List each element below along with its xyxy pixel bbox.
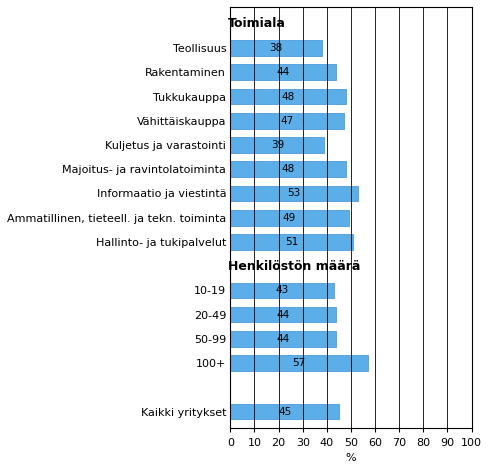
Text: 43: 43 — [275, 285, 288, 295]
Text: 38: 38 — [269, 43, 282, 53]
X-axis label: %: % — [345, 453, 356, 463]
Bar — [230, 404, 338, 419]
Text: 57: 57 — [292, 358, 305, 368]
Bar — [230, 331, 336, 347]
Text: Henkilöstön määrä: Henkilöstön määrä — [227, 259, 360, 273]
Text: 49: 49 — [282, 213, 295, 223]
Text: 48: 48 — [281, 92, 294, 102]
Bar — [230, 307, 336, 322]
Text: 44: 44 — [276, 67, 289, 78]
Text: 44: 44 — [276, 334, 289, 344]
Bar — [230, 40, 322, 56]
Text: 39: 39 — [270, 140, 284, 150]
Bar — [230, 210, 348, 226]
Text: 48: 48 — [281, 164, 294, 174]
Text: 45: 45 — [278, 407, 291, 416]
Bar — [230, 89, 346, 104]
Text: Toimiala: Toimiala — [227, 17, 285, 31]
Text: 44: 44 — [276, 310, 289, 320]
Bar — [230, 137, 324, 153]
Bar — [230, 355, 367, 371]
Bar — [230, 234, 353, 250]
Text: 47: 47 — [280, 116, 293, 126]
Text: 53: 53 — [287, 188, 300, 198]
Bar — [230, 64, 336, 80]
Bar — [230, 161, 346, 177]
Bar — [230, 186, 358, 201]
Bar — [230, 113, 343, 129]
Bar — [230, 282, 333, 298]
Text: 51: 51 — [285, 237, 298, 247]
